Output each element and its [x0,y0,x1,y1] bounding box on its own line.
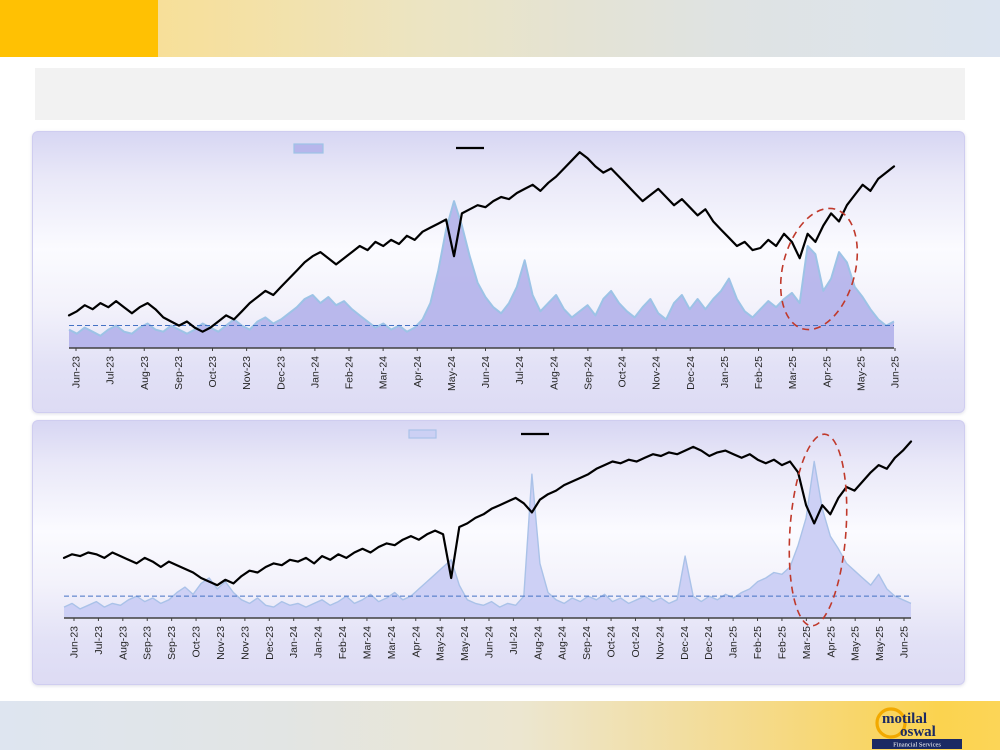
x-axis-label: Feb-25 [776,626,788,659]
logo-circle-swoosh [875,707,907,739]
x-axis-label: Mar-24 [378,356,390,389]
x-axis-label: Nov-23 [241,356,253,390]
top-chart-canvas: Jun-23 Jul-23 Aug-23 Sep-23 Oct-23 Nov-23 Dec-… [67,143,902,391]
x-axis-label: May-24 [435,626,447,661]
slide-title-bar [35,68,965,120]
x-axis-label: Jun-23 [69,626,81,658]
x-axis-label: Sep-24 [582,356,594,390]
x-axis-label: Aug-23 [117,626,129,660]
x-axis-label: Dec-24 [685,356,697,390]
x-axis-label: Feb-24 [344,356,356,389]
x-axis-label: Dec-23 [264,626,276,660]
x-axis-label: Mar-24 [386,626,398,659]
legend-area-swatch [293,143,324,154]
x-axis-label: Nov-23 [239,626,251,660]
x-axis-label: Sep-23 [173,356,185,390]
legend-area-swatch [408,429,437,439]
x-axis-label: Apr-24 [412,356,424,388]
x-axis-label: Oct-24 [630,626,642,658]
x-axis-label: Dec-24 [703,626,715,660]
x-axis-label: Feb-25 [752,626,764,659]
chart-panel-top: Jun-23 Jul-23 Aug-23 Sep-23 Oct-23 Nov-23 Dec-… [32,131,965,413]
x-axis-label: Jun-24 [480,356,492,388]
x-axis-label: Jan-24 [309,356,321,388]
motilal-oswal-logo: motilal oswal Financial Services [872,707,962,749]
x-axis-label: Jun-25 [899,626,911,658]
x-axis-label: Jul-24 [508,626,520,655]
x-axis-label: Aug-24 [532,626,544,660]
logo-tagline: Financial Services [893,742,941,749]
x-axis-label: Apr-24 [410,626,422,658]
bottom-chart-canvas: Jun-23 Jul-23 Aug-23 Sep-23 Sep-23 Oct-23 Nov-… [62,429,913,661]
highlight-ellipse [779,207,859,331]
logo-word-oswal: oswal [900,724,936,740]
x-axis-label: Sep-24 [581,626,593,660]
volatility-area-fill [69,201,894,348]
x-axis-label: Mar-24 [361,626,373,659]
x-axis-label: Mar-25 [787,356,799,389]
x-axis-label: Aug-24 [557,626,569,660]
x-axis-label: May-24 [459,626,471,661]
x-axis-label: Apr-25 [825,626,837,658]
x-axis-label: May-24 [446,356,458,391]
x-axis-label: May-25 [874,626,886,661]
footer-gradient-bar: motilal oswal Financial Services [0,701,1000,750]
index-line [62,440,913,587]
x-axis-label: Nov-24 [651,356,663,390]
x-axis-label: Jan-24 [313,626,325,658]
x-axis-label: Oct-23 [191,626,203,658]
x-axis-label: Jan-24 [288,626,300,658]
x-axis-label: Mar-25 [801,626,813,659]
x-axis-label: Jun-23 [71,356,83,388]
x-axis-label: Dec-24 [679,626,691,660]
x-axis-label: Nov-23 [215,626,227,660]
x-axis-label: Dec-23 [275,356,287,390]
highlight-ellipse [788,433,848,627]
logo-tagline-strip [872,739,962,749]
x-axis-label: Jul-24 [514,356,526,385]
x-axis-label: Sep-23 [166,626,178,660]
x-axis-label: Oct-24 [606,626,618,658]
x-axis-label: Oct-24 [617,356,629,388]
x-axis-label: Jan-25 [719,356,731,388]
x-axis-label: Sep-23 [142,626,154,660]
x-axis-label: Oct-23 [207,356,219,388]
x-axis-label: Aug-23 [139,356,151,390]
header-gradient-bar [0,0,1000,57]
x-axis-label: Jul-23 [105,356,117,385]
x-axis-label: May-25 [850,626,862,661]
logo-word-motilal: motilal [882,711,927,727]
x-axis-label: Jan-25 [728,626,740,658]
x-axis-label: Nov-24 [654,626,666,660]
volatility-area-fill [64,461,911,618]
x-axis-label: Apr-25 [821,356,833,388]
x-axis-label: Feb-24 [337,626,349,659]
x-axis-label: May-25 [855,356,867,391]
chart-panel-bottom: Jun-23 Jul-23 Aug-23 Sep-23 Sep-23 Oct-23 Nov-… [32,420,965,685]
x-axis-label: Feb-25 [753,356,765,389]
x-axis-label: Jun-25 [890,356,902,388]
x-axis-label: Jul-23 [93,626,105,655]
x-axis-label: Jun-24 [484,626,496,658]
header-accent-block [0,0,158,57]
index-line [67,151,896,333]
x-axis-label: Aug-24 [548,356,560,390]
